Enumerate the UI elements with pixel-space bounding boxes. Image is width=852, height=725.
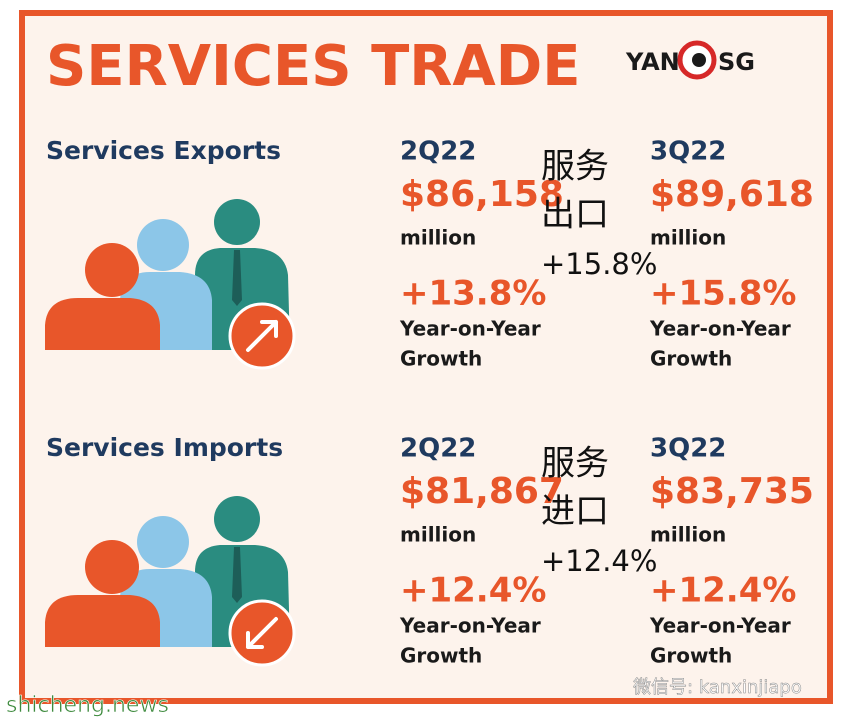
growth: +13.8%	[400, 274, 546, 314]
growth: +12.4%	[650, 571, 796, 611]
overlay-growth: +12.4%	[541, 544, 657, 578]
growth-label: Year-on-Year	[399, 614, 541, 638]
growth-label: Year-on-Year	[649, 614, 791, 638]
title: SERVICES TRADE	[46, 34, 580, 99]
logo-pupil	[692, 53, 706, 67]
growth: +15.8%	[650, 274, 796, 314]
period-label: 2Q22	[400, 137, 476, 167]
arrow	[246, 617, 278, 649]
person-back-head	[214, 199, 260, 245]
watermark-right: 微信号: kanxinjiapo	[633, 677, 802, 698]
amount: $83,735	[650, 471, 814, 512]
amount: $89,618	[650, 174, 814, 215]
person-front-head	[85, 243, 139, 297]
section-heading: Services Imports	[46, 433, 283, 462]
period-label: 3Q22	[650, 137, 726, 167]
person-mid-head	[137, 516, 189, 568]
growth-label: Growth	[650, 644, 732, 668]
content: Services Exports 2Q22 $86,158 million +13.8%…	[45, 136, 814, 668]
amount: $81,867	[400, 471, 564, 512]
overlay-text: 服务	[541, 444, 609, 484]
amount: $86,158	[400, 174, 564, 215]
arrow	[246, 320, 278, 352]
growth-label: Growth	[650, 347, 732, 371]
overlay-growth: +15.8%	[541, 247, 657, 281]
logo-right: SG	[718, 48, 755, 76]
growth-label: Growth	[400, 347, 482, 371]
person-back-head	[214, 496, 260, 542]
people-icon	[45, 199, 296, 370]
logo-left: YAN	[625, 48, 680, 76]
person-front-head	[85, 540, 139, 594]
watermark-left: shicheng.news	[6, 693, 169, 718]
overlay-text: 进口	[541, 492, 609, 532]
period-label: 2Q22	[400, 434, 476, 464]
growth-label: Year-on-Year	[399, 317, 541, 341]
logo: YAN SG	[625, 40, 755, 80]
person-back-tie	[232, 547, 242, 603]
overlay-text: 服务	[541, 147, 609, 187]
person-back-tie	[232, 250, 242, 306]
period-label: 3Q22	[650, 434, 726, 464]
overlay-text: 出口	[541, 195, 609, 235]
people-icon	[45, 496, 296, 667]
growth: +12.4%	[400, 571, 546, 611]
unit: million	[400, 226, 476, 250]
person-front-body	[45, 298, 160, 350]
growth-label: Year-on-Year	[649, 317, 791, 341]
person-front-body	[45, 595, 160, 647]
unit: million	[650, 523, 726, 547]
unit: million	[650, 226, 726, 250]
unit: million	[400, 523, 476, 547]
section-heading: Services Exports	[46, 136, 281, 165]
growth-label: Growth	[400, 644, 482, 668]
person-mid-head	[137, 219, 189, 271]
